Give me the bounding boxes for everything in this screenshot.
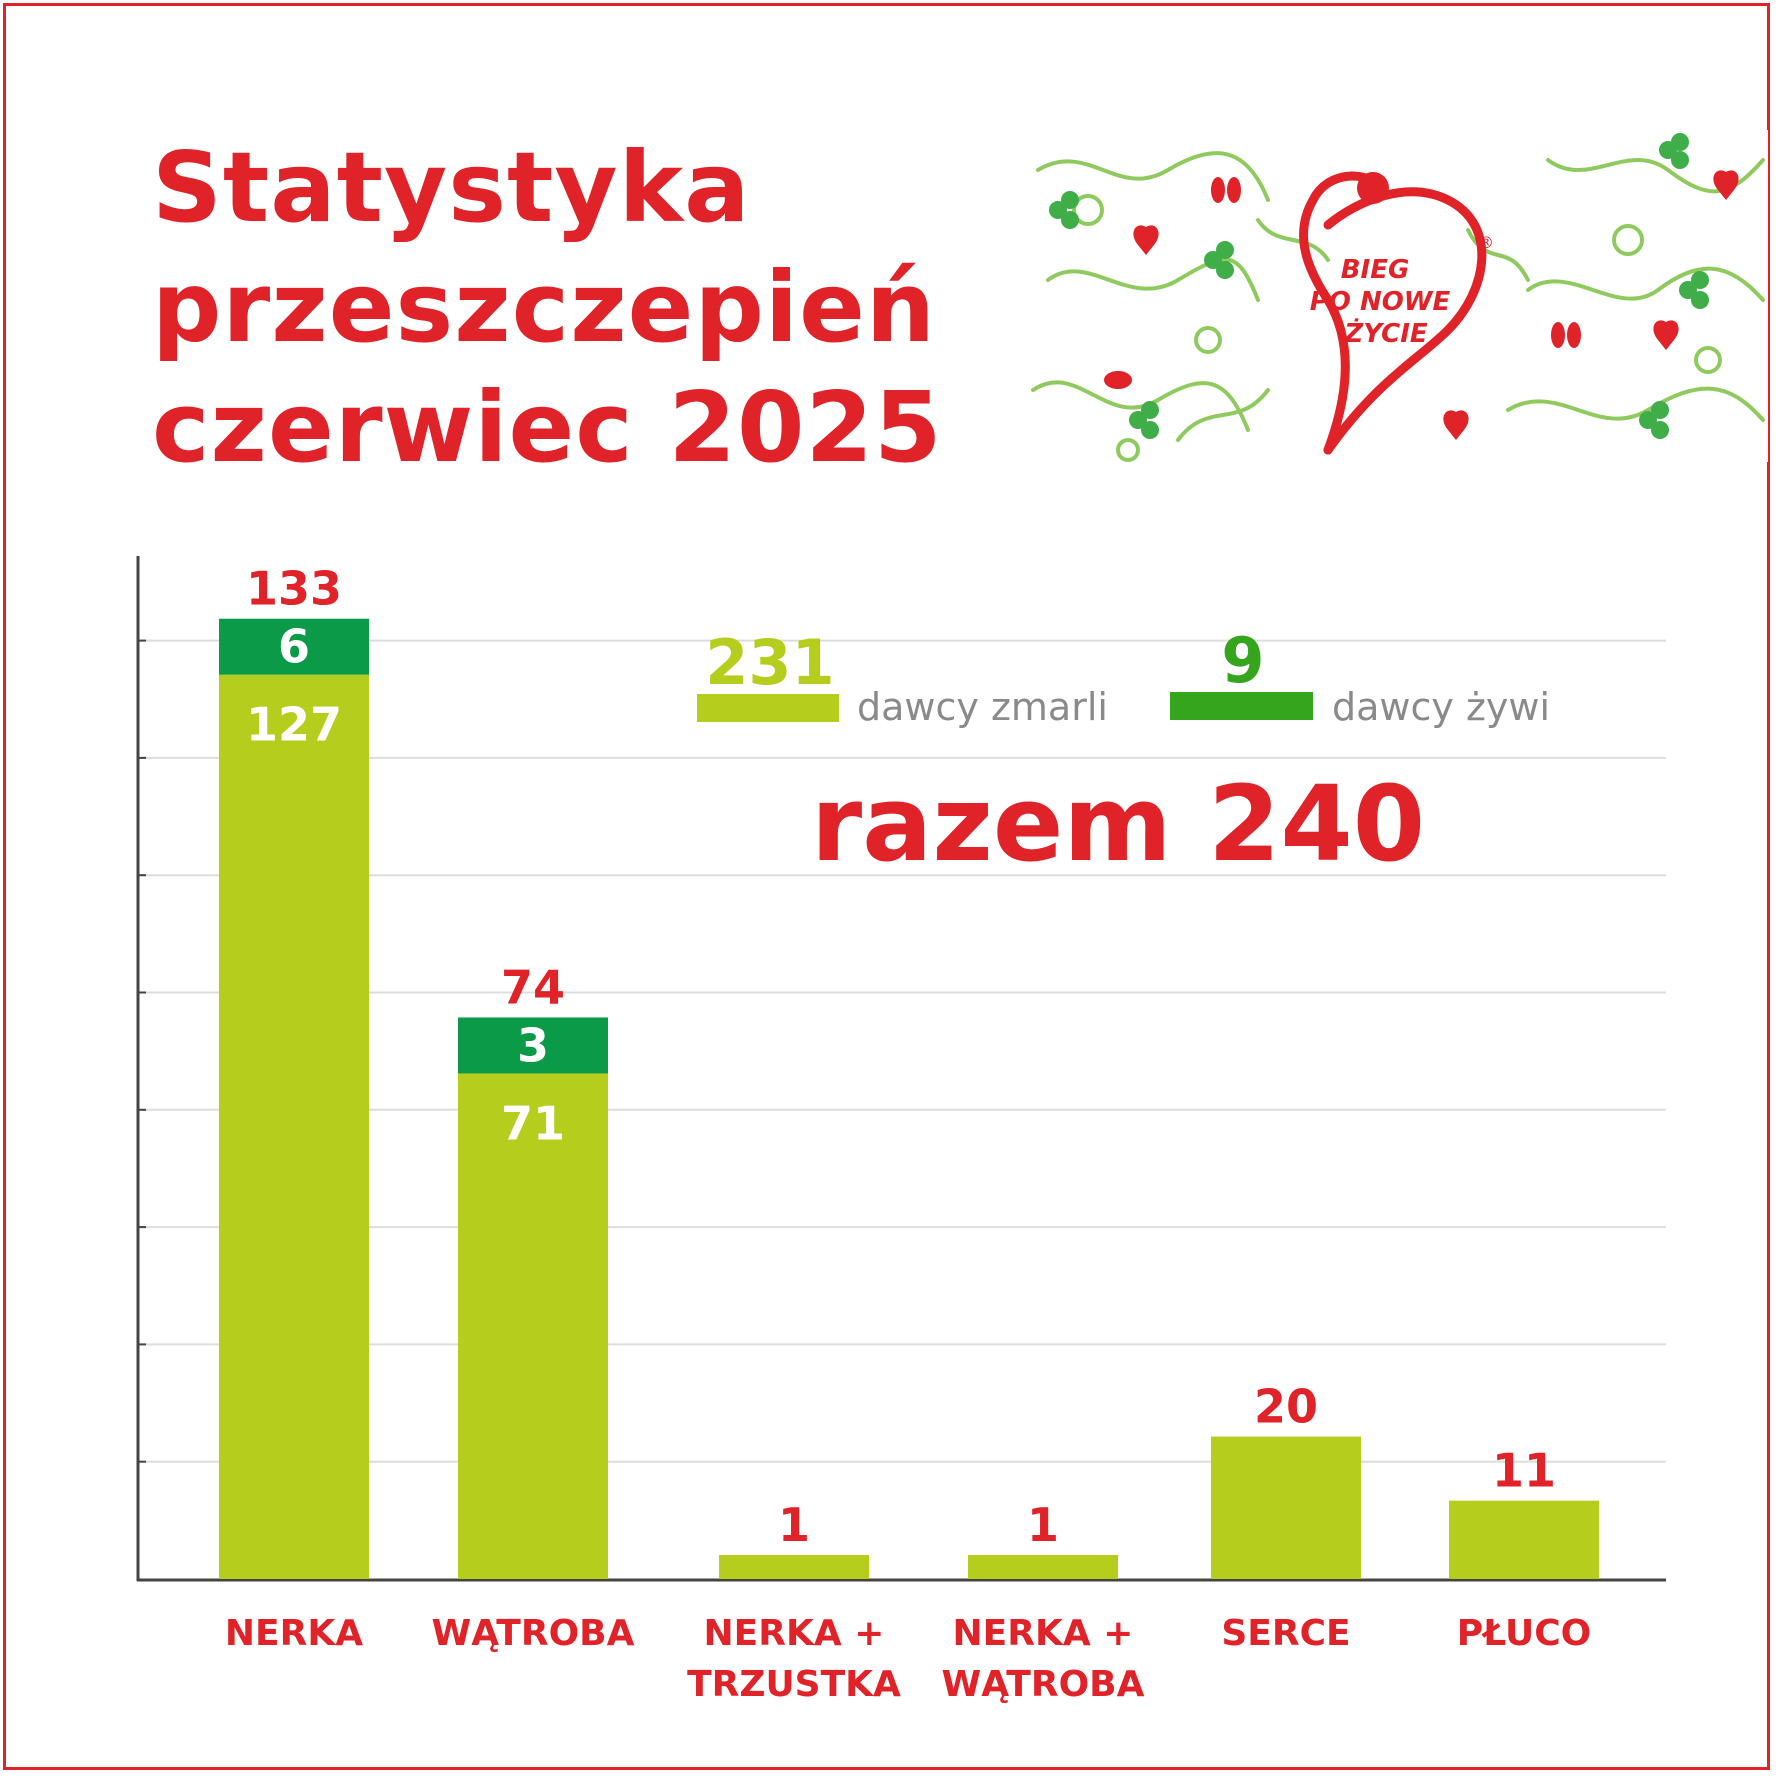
category-label: TRZUSTKA <box>687 1664 901 1705</box>
deceased-value-label: 71 <box>501 1096 565 1150</box>
page-title: Statystyka przeszczepień czerwiec 2025 <box>152 128 972 488</box>
legend-living-total: 9 <box>1221 624 1264 697</box>
logo-text-line-1: BIEG <box>1341 255 1410 285</box>
organ-icons <box>1104 170 1739 440</box>
bar-deceased-1 <box>458 1073 608 1579</box>
vine-decoration <box>1031 151 1765 462</box>
bar-deceased-3 <box>968 1555 1118 1579</box>
total-value-label: 1 <box>1027 1498 1059 1552</box>
category-label: SERCE <box>1221 1613 1350 1654</box>
gridlines <box>138 639 1666 1463</box>
heart-left-stroke <box>1299 171 1388 455</box>
bar-deceased-4 <box>1211 1436 1361 1579</box>
legend-swatch-living <box>1170 692 1313 720</box>
runner-head <box>1357 172 1389 204</box>
legend-deceased-total: 231 <box>705 626 834 699</box>
total-value-label: 1 <box>778 1498 810 1552</box>
bar-living-1 <box>458 1017 608 1074</box>
category-label: NERKA + <box>953 1613 1134 1654</box>
registered-mark: ® <box>1478 233 1494 252</box>
title-line-2: przeszczepień <box>152 251 936 364</box>
logo-text-line-3: ŻYCIE <box>1343 317 1428 349</box>
title-line-3: czerwiec 2025 <box>152 371 943 484</box>
category-labels: NERKA WĄTROBA NERKA + TRZUSTKA NERKA + WĄTROB… <box>225 1613 1591 1705</box>
bar-living-0 <box>219 618 369 675</box>
legend: 231 dawcy zmarli 9 dawcy żywi <box>697 624 1550 729</box>
legend-deceased-label: dawcy zmarli <box>857 685 1108 729</box>
total-value-label: 133 <box>246 562 342 616</box>
category-label: WĄTROBA <box>432 1613 635 1654</box>
logo-artwork: BIEG PO NOWE ŻYCIE ® <box>1028 130 1768 462</box>
bars <box>219 618 1599 1579</box>
category-label: WĄTROBA <box>942 1664 1145 1705</box>
legend-swatch-deceased <box>697 694 839 722</box>
bar-deceased-0 <box>219 674 369 1579</box>
total-value-label: 20 <box>1254 1380 1318 1434</box>
heart-right-stroke <box>1323 187 1487 455</box>
category-label: NERKA <box>225 1613 363 1654</box>
bar-deceased-2 <box>719 1555 869 1579</box>
page-frame <box>3 3 1770 1770</box>
bar-deceased-5 <box>1449 1500 1599 1579</box>
total-value-label: 11 <box>1492 1444 1556 1498</box>
legend-living-label: dawcy żywi <box>1332 685 1550 729</box>
bieg-po-nowe-zycie-logo: BIEG PO NOWE ŻYCIE ® <box>1028 130 1768 462</box>
category-label: PŁUCO <box>1457 1613 1591 1654</box>
title-line-1: Statystyka <box>152 131 751 244</box>
clover-decoration <box>1049 133 1709 439</box>
total-value-label: 74 <box>501 960 565 1014</box>
category-label: NERKA + <box>704 1613 885 1654</box>
living-value-label: 6 <box>278 620 310 674</box>
total-transplants: razem 240 <box>811 763 1425 885</box>
logo-text-line-2: PO NOWE <box>1310 287 1451 317</box>
deceased-value-label: 127 <box>246 698 342 752</box>
living-value-label: 3 <box>517 1018 549 1072</box>
